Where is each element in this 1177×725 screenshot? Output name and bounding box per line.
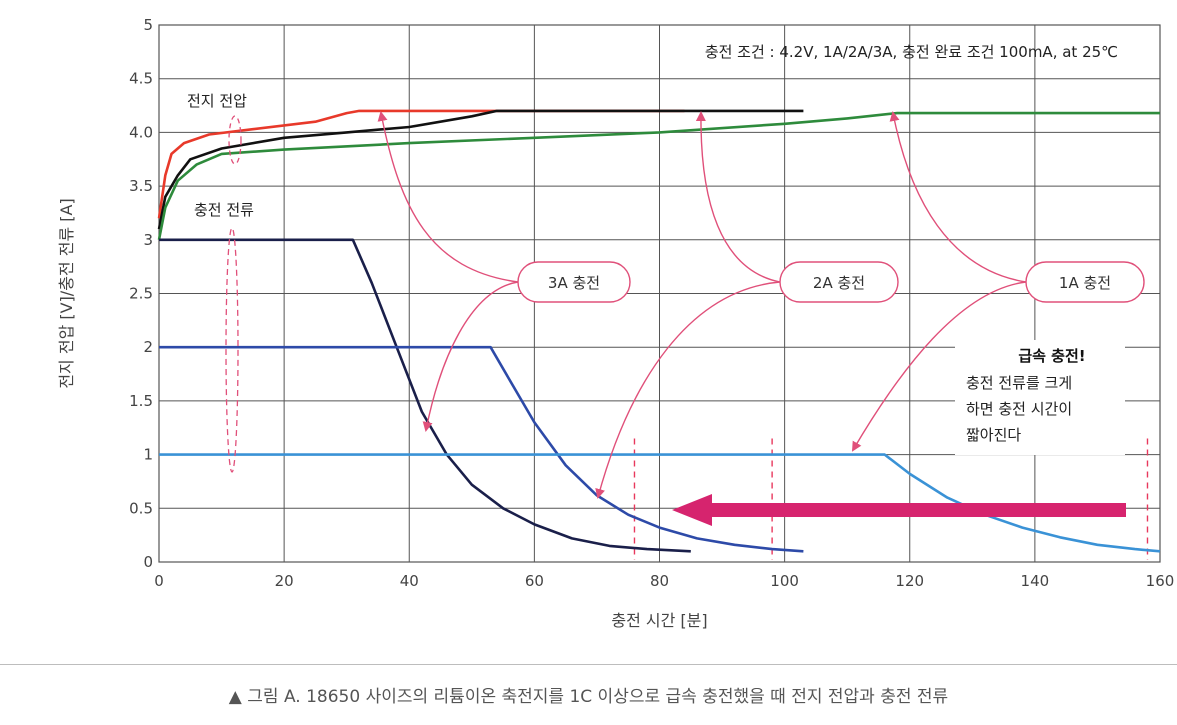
fast-charge-line3: 짧아진다	[966, 426, 1021, 444]
series-current-2A	[159, 345, 804, 553]
y-tick-label: 5	[143, 16, 153, 34]
fast-charge-line2: 하면 충전 시간이	[966, 400, 1072, 418]
chart: 0 0.5 1 1.5 2 2.5 3 3.5 4.0 4.5 5 0 20 40 60 80 100 120 14…	[57, 16, 1174, 630]
y-tick-label: 3.5	[129, 177, 153, 195]
y-tick-label: 4.0	[129, 123, 153, 141]
fast-charge-note-bg	[955, 340, 1125, 455]
y-tick-label: 0	[143, 553, 153, 571]
arrow-3a-voltage	[377, 111, 519, 283]
x-tick-label: 160	[1146, 572, 1175, 590]
arrow-3a-current	[422, 281, 519, 432]
current-label: 충전 전류	[194, 201, 254, 219]
x-tick-label: 0	[154, 572, 164, 590]
arrow-2a-voltage	[695, 111, 781, 283]
series-voltage-3A	[157, 109, 685, 219]
x-tick-label: 120	[895, 572, 924, 590]
voltage-label: 전지 전압	[187, 92, 247, 110]
y-tick-label: 4.5	[129, 70, 153, 88]
series-current-3A	[159, 238, 691, 553]
y-tick-label: 1	[143, 446, 153, 464]
callout-1a-label: 1A 충전	[1059, 274, 1111, 292]
callout-2a-label: 2A 충전	[813, 274, 865, 292]
y-tick-label: 3	[143, 231, 153, 249]
y-tick-label: 2.5	[129, 285, 153, 303]
x-tick-label: 60	[525, 572, 544, 590]
series-voltage-1A	[157, 111, 1160, 241]
voltage-ellipse	[228, 115, 242, 165]
series-voltage-2A	[157, 109, 804, 230]
arrow-2a-current	[595, 281, 781, 499]
x-tick-label: 40	[400, 572, 419, 590]
series-layer	[157, 109, 1161, 553]
tick-labels: 0 0.5 1 1.5 2 2.5 3 3.5 4.0 4.5 5 0 20 40 60 80 100 120 14…	[57, 16, 1174, 630]
time-reduction-arrow-head	[672, 494, 712, 526]
annotations: 충전 조건 : 4.2V, 1A/2A/3A, 충전 완료 조건 100mA, …	[187, 43, 1145, 526]
x-tick-label: 140	[1021, 572, 1050, 590]
y-tick-label: 2	[143, 338, 153, 356]
y-axis-title: 전지 전압 [V]/충전 전류 [A]	[57, 198, 76, 388]
fast-charge-line1: 충전 전류를 크게	[966, 374, 1072, 392]
y-tick-label: 1.5	[129, 392, 153, 410]
x-tick-label: 100	[770, 572, 799, 590]
figure-caption: ▲ 그림 A. 18650 사이즈의 리튬이온 축전지를 1C 이상으로 급속 …	[228, 687, 949, 707]
condition-note: 충전 조건 : 4.2V, 1A/2A/3A, 충전 완료 조건 100mA, …	[705, 43, 1118, 61]
x-tick-label: 20	[275, 572, 294, 590]
completion-markers	[633, 438, 1149, 560]
caption-divider	[0, 664, 1177, 665]
grid	[158, 24, 1161, 563]
current-ellipse	[225, 227, 239, 473]
x-axis-title: 충전 시간 [분]	[611, 611, 707, 630]
callout-3a-label: 3A 충전	[548, 274, 600, 292]
x-tick-label: 80	[650, 572, 669, 590]
y-tick-label: 0.5	[129, 499, 153, 517]
arrow-1a-voltage	[889, 111, 1027, 283]
arrow-1a-current	[851, 281, 1027, 452]
fast-charge-title: 급속 충전!	[1018, 347, 1085, 365]
series-current-1A	[159, 453, 1161, 553]
